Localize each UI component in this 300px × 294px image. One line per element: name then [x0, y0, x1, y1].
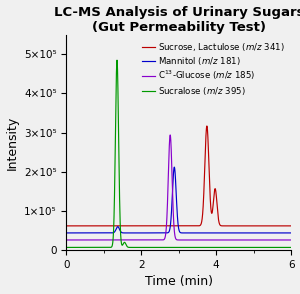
- Sucrose, Lactulose ($\mathit{m/z}$ 341): [231, 224, 235, 228]
- C$^{13}$-Glucose ($\mathit{m/z}$ 185): [146, 238, 150, 242]
- Sucralose ($\mathit{m/z}$ 395): [231, 246, 235, 249]
- Mannitol ($\mathit{m/z}$ 181): [243, 231, 247, 235]
- Sucralose ($\mathit{m/z}$ 395): [146, 246, 150, 249]
- Sucralose ($\mathit{m/z}$ 395): [115, 59, 119, 62]
- C$^{13}$-Glucose ($\mathit{m/z}$ 185): [289, 238, 293, 242]
- Mannitol ($\mathit{m/z}$ 181): [289, 231, 293, 235]
- Y-axis label: Intensity: Intensity: [6, 115, 19, 170]
- C$^{13}$-Glucose ($\mathit{m/z}$ 185): [65, 238, 68, 242]
- Sucrose, Lactulose ($\mathit{m/z}$ 341): [205, 124, 209, 128]
- Line: Sucrose, Lactulose ($\mathit{m/z}$ 341): Sucrose, Lactulose ($\mathit{m/z}$ 341): [67, 126, 291, 226]
- Sucralose ($\mathit{m/z}$ 395): [76, 246, 80, 249]
- Line: Sucralose ($\mathit{m/z}$ 395): Sucralose ($\mathit{m/z}$ 395): [67, 60, 291, 248]
- Mannitol ($\mathit{m/z}$ 181): [231, 231, 235, 235]
- C$^{13}$-Glucose ($\mathit{m/z}$ 185): [168, 133, 172, 137]
- Mannitol ($\mathit{m/z}$ 181): [198, 231, 201, 235]
- Sucralose ($\mathit{m/z}$ 395): [207, 246, 211, 249]
- Sucrose, Lactulose ($\mathit{m/z}$ 341): [243, 224, 247, 228]
- Line: C$^{13}$-Glucose ($\mathit{m/z}$ 185): C$^{13}$-Glucose ($\mathit{m/z}$ 185): [67, 135, 291, 240]
- C$^{13}$-Glucose ($\mathit{m/z}$ 185): [76, 238, 80, 242]
- C$^{13}$-Glucose ($\mathit{m/z}$ 185): [198, 238, 201, 242]
- Sucralose ($\mathit{m/z}$ 395): [289, 246, 293, 249]
- Sucrose, Lactulose ($\mathit{m/z}$ 341): [207, 172, 211, 175]
- Mannitol ($\mathit{m/z}$ 181): [146, 231, 150, 235]
- X-axis label: Time (min): Time (min): [145, 275, 213, 288]
- C$^{13}$-Glucose ($\mathit{m/z}$ 185): [231, 238, 235, 242]
- Sucrose, Lactulose ($\mathit{m/z}$ 341): [76, 224, 80, 228]
- Title: LC-MS Analysis of Urinary Sugars
(Gut Permeability Test): LC-MS Analysis of Urinary Sugars (Gut Pe…: [53, 6, 300, 34]
- Sucrose, Lactulose ($\mathit{m/z}$ 341): [146, 224, 150, 228]
- Mannitol ($\mathit{m/z}$ 181): [172, 165, 176, 169]
- Sucralose ($\mathit{m/z}$ 395): [65, 246, 68, 249]
- C$^{13}$-Glucose ($\mathit{m/z}$ 185): [207, 238, 211, 242]
- Mannitol ($\mathit{m/z}$ 181): [65, 231, 68, 235]
- Sucrose, Lactulose ($\mathit{m/z}$ 341): [65, 224, 68, 228]
- Sucrose, Lactulose ($\mathit{m/z}$ 341): [289, 224, 293, 228]
- Line: Mannitol ($\mathit{m/z}$ 181): Mannitol ($\mathit{m/z}$ 181): [67, 167, 291, 233]
- C$^{13}$-Glucose ($\mathit{m/z}$ 185): [243, 238, 247, 242]
- Sucralose ($\mathit{m/z}$ 395): [243, 246, 247, 249]
- Sucrose, Lactulose ($\mathit{m/z}$ 341): [198, 224, 201, 228]
- Mannitol ($\mathit{m/z}$ 181): [207, 231, 211, 235]
- Sucralose ($\mathit{m/z}$ 395): [198, 246, 201, 249]
- Legend: Sucrose, Lactulose ($\mathit{m/z}$ 341), Mannitol ($\mathit{m/z}$ 181), C$^{13}$: Sucrose, Lactulose ($\mathit{m/z}$ 341),…: [139, 37, 289, 100]
- Mannitol ($\mathit{m/z}$ 181): [76, 231, 80, 235]
